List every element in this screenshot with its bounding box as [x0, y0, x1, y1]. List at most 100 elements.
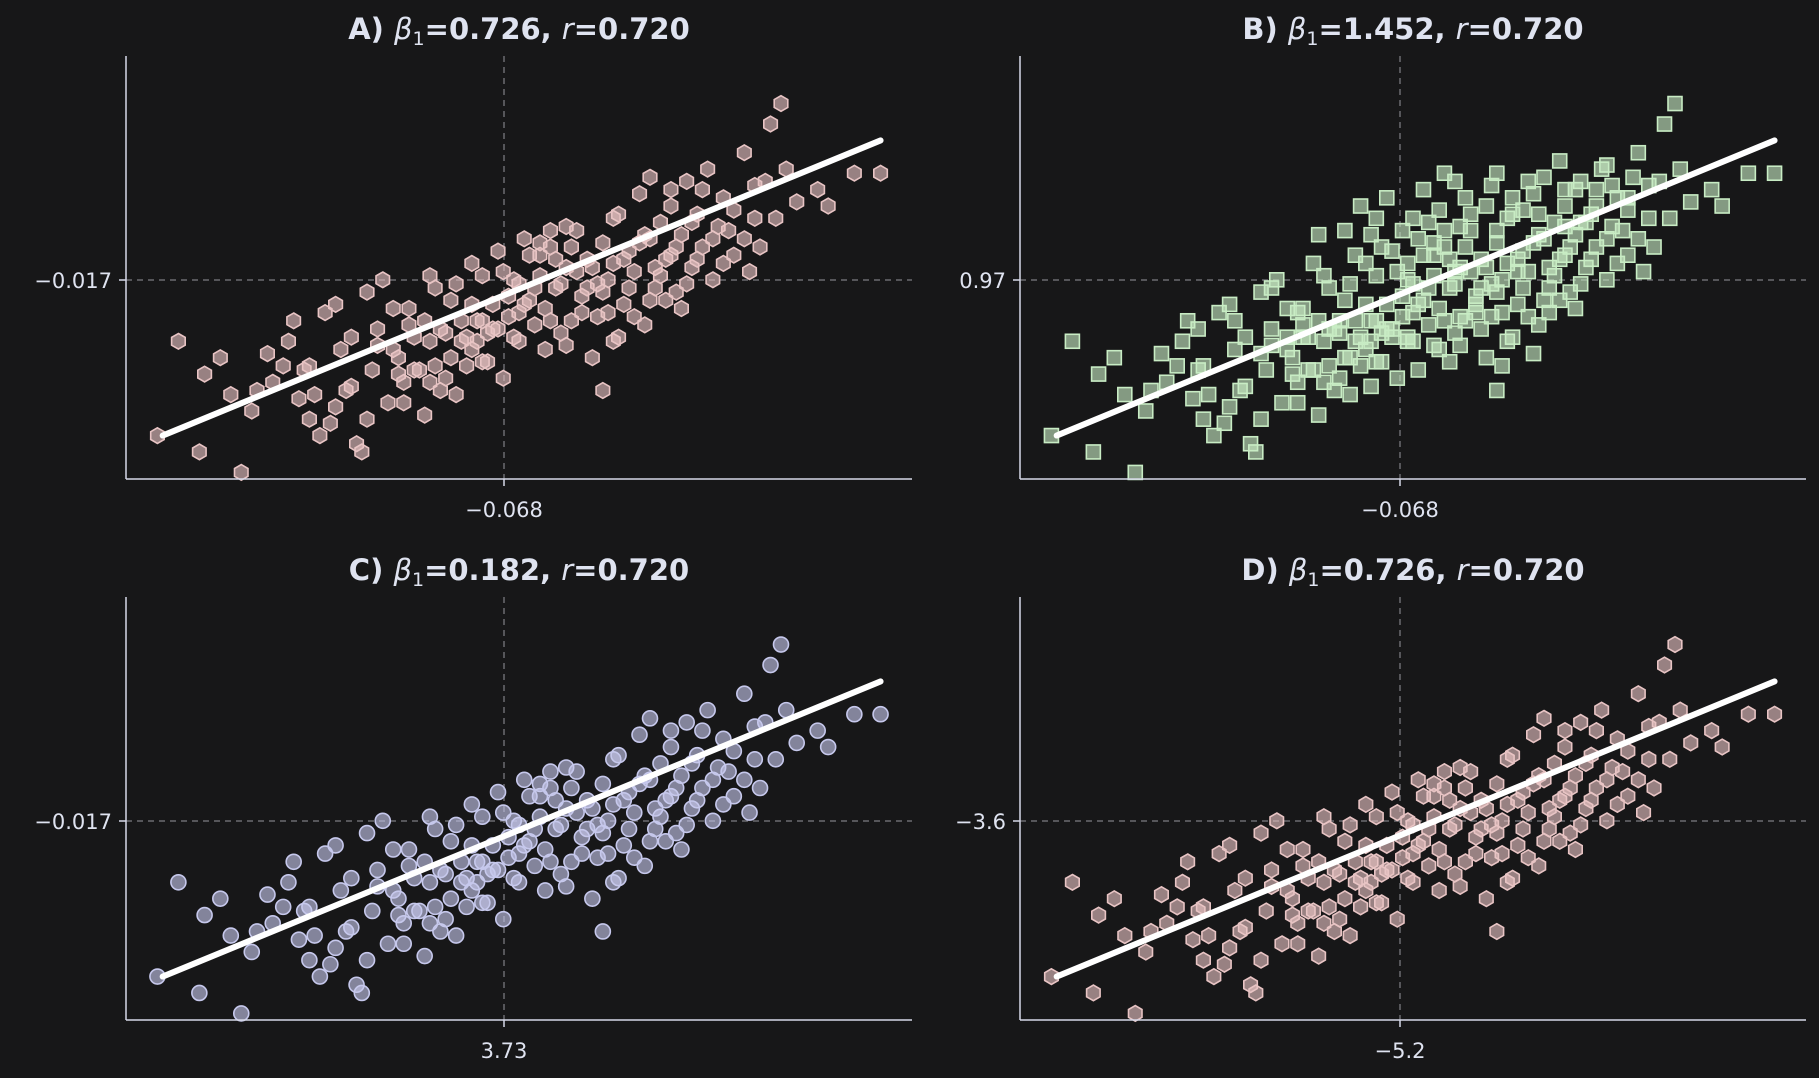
- data-point: [506, 328, 522, 346]
- data-point: [1137, 403, 1154, 419]
- data-point: [1567, 181, 1584, 198]
- data-point: [846, 705, 863, 723]
- data-point: [688, 792, 706, 809]
- data-point: [641, 832, 659, 850]
- data-point: [1588, 721, 1604, 740]
- data-point: [259, 886, 276, 903]
- data-point: [1740, 705, 1756, 723]
- data-point: [1064, 873, 1080, 892]
- data-point: [369, 320, 386, 338]
- data-point: [1609, 795, 1625, 814]
- data-point: [1426, 775, 1442, 793]
- data-point: [390, 906, 407, 924]
- data-point: [1342, 926, 1358, 945]
- data-point: [752, 238, 768, 256]
- data-point: [1389, 370, 1406, 386]
- data-point: [1185, 930, 1201, 949]
- data-point: [196, 906, 213, 924]
- data-point: [746, 751, 764, 768]
- data-point: [625, 849, 643, 866]
- data-point: [1462, 206, 1479, 223]
- data-point: [715, 254, 731, 273]
- data-point: [642, 291, 658, 310]
- data-point: [1289, 394, 1306, 411]
- data-point: [642, 168, 658, 187]
- data-point: [1636, 803, 1652, 822]
- data-point: [1405, 844, 1421, 863]
- data-point: [384, 841, 402, 858]
- data-point: [531, 775, 549, 793]
- data-point: [1253, 824, 1269, 842]
- data-point: [1489, 284, 1505, 300]
- data-point: [1573, 713, 1589, 732]
- data-point: [400, 841, 418, 858]
- data-point: [1557, 738, 1573, 756]
- data-point: [1321, 898, 1337, 916]
- data-point: [741, 804, 758, 821]
- data-point: [532, 246, 548, 264]
- data-point: [358, 951, 376, 969]
- data-point: [678, 714, 695, 731]
- data-point: [1667, 95, 1683, 112]
- data-point: [421, 873, 439, 891]
- data-point: [1551, 153, 1568, 169]
- data-point: [1615, 762, 1631, 781]
- data-point: [1352, 198, 1369, 214]
- panel-c-fit-line: [159, 678, 884, 980]
- data-point: [1473, 820, 1489, 838]
- data-point: [1483, 308, 1500, 325]
- data-point: [1227, 341, 1243, 358]
- data-point: [1426, 235, 1442, 251]
- data-point: [233, 463, 249, 482]
- data-point: [579, 279, 595, 297]
- data-point: [232, 1005, 250, 1022]
- data-point: [1153, 345, 1170, 362]
- data-point: [1766, 165, 1783, 182]
- data-point: [1384, 329, 1400, 345]
- data-point: [563, 779, 580, 797]
- data-point: [605, 873, 622, 891]
- data-point: [1201, 926, 1217, 945]
- data-point: [290, 931, 308, 948]
- data-point: [1174, 873, 1190, 892]
- panel-a-title: A) β1=0.726, r=0.720: [348, 12, 690, 50]
- data-point: [1358, 341, 1374, 358]
- data-point: [222, 927, 240, 944]
- data-point: [1630, 771, 1646, 789]
- panel-a-points: [149, 94, 889, 482]
- data-point: [657, 832, 675, 850]
- data-point: [464, 254, 480, 273]
- data-point: [557, 759, 575, 776]
- data-point: [1541, 304, 1558, 321]
- data-point: [595, 234, 611, 252]
- data-point: [1321, 820, 1337, 838]
- data-point: [557, 878, 575, 895]
- data-point: [1536, 832, 1552, 851]
- data-point: [542, 312, 559, 330]
- data-point: [1263, 321, 1280, 337]
- data-point: [443, 291, 459, 310]
- data-point: [1614, 222, 1631, 239]
- data-point: [1200, 386, 1217, 403]
- data-point: [422, 266, 438, 285]
- data-point: [1436, 222, 1453, 239]
- panel-a-fit-line: [159, 137, 884, 439]
- data-point: [364, 361, 380, 379]
- panel-c-title: C) β1=0.182, r=0.720: [349, 553, 689, 591]
- data-point: [1305, 255, 1322, 272]
- data-point: [306, 927, 323, 944]
- data-point: [1510, 296, 1526, 313]
- data-point: [333, 340, 349, 359]
- data-point: [322, 414, 338, 433]
- data-point: [1489, 222, 1505, 239]
- data-point: [762, 656, 779, 674]
- data-point: [327, 939, 344, 957]
- data-point: [1237, 918, 1253, 937]
- data-point: [1510, 263, 1526, 280]
- data-point: [1206, 967, 1222, 986]
- data-point: [375, 271, 391, 289]
- data-point: [396, 394, 412, 412]
- data-point: [1310, 226, 1327, 243]
- data-point: [1117, 386, 1133, 403]
- data-point: [620, 820, 638, 838]
